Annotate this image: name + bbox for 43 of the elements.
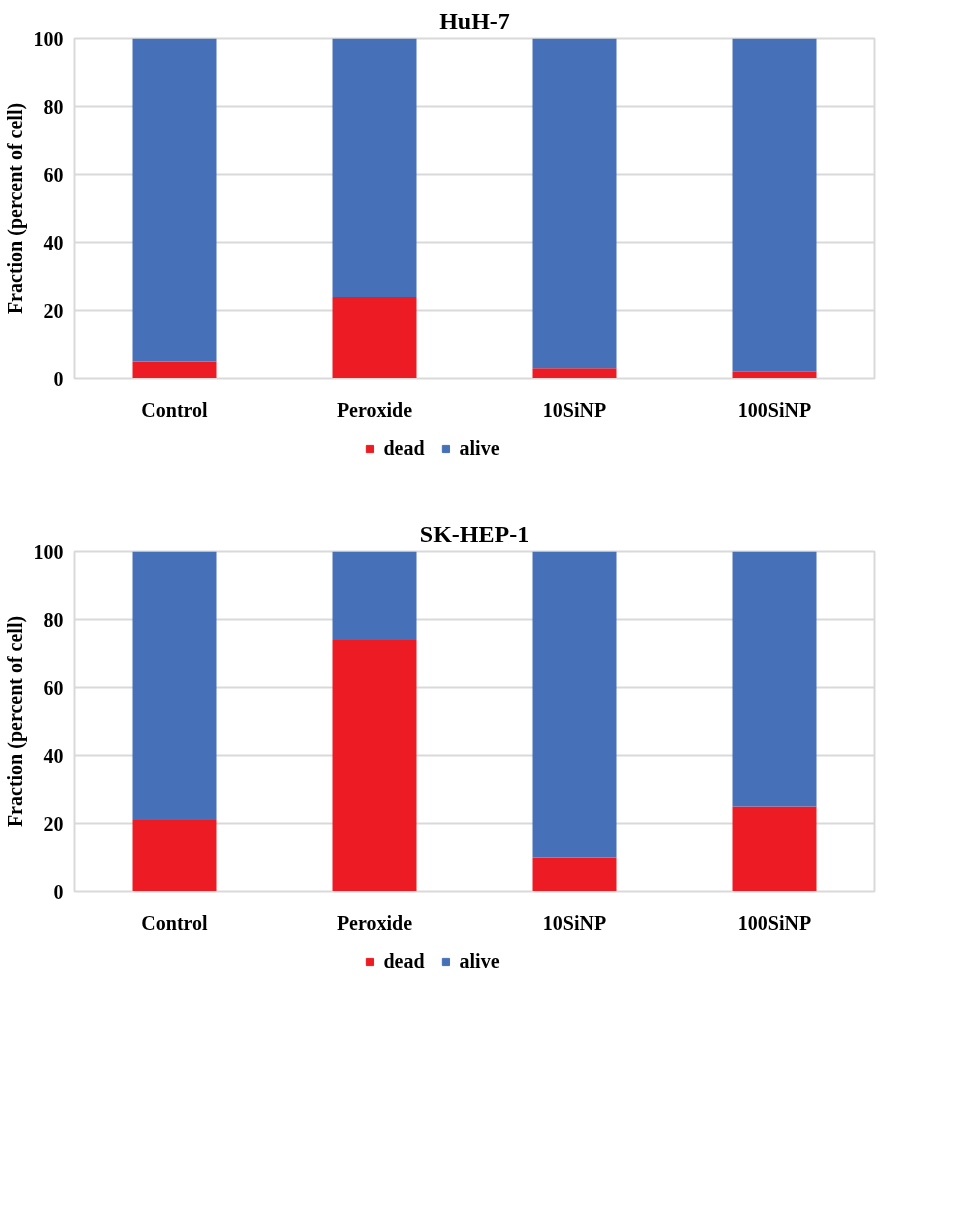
x-tick-label: Peroxide	[336, 911, 413, 934]
chart-title: SK-HEP-1	[419, 520, 530, 547]
chart-title: HuH-7	[439, 7, 510, 34]
y-tick-label: 60	[43, 676, 64, 699]
bar	[532, 38, 617, 369]
y-tick-label: 100	[33, 540, 64, 563]
bar	[532, 551, 617, 858]
bar	[732, 806, 817, 892]
y-tick-label: 0	[53, 880, 64, 903]
bar	[332, 551, 417, 640]
y-tick-label: 40	[43, 231, 64, 254]
x-tick-label: 10SiNP	[542, 911, 607, 934]
legend-label: alive	[459, 436, 500, 460]
x-tick-label: Control	[141, 398, 209, 421]
legend-label: dead	[383, 436, 425, 460]
x-tick-label: 10SiNP	[542, 398, 607, 421]
x-tick-label: 100SiNP	[737, 911, 812, 934]
bar	[332, 296, 417, 379]
bar	[132, 820, 217, 892]
y-tick-label: 0	[53, 367, 64, 390]
bar	[132, 551, 217, 821]
y-tick-label: 20	[43, 812, 64, 835]
legend-label: alive	[459, 949, 500, 973]
bar	[132, 38, 217, 362]
x-tick-label: Control	[141, 911, 209, 934]
bar	[132, 361, 217, 379]
y-tick-label: 100	[33, 27, 64, 50]
y-axis-title: Fraction (percent of cell)	[3, 615, 27, 828]
x-tick-label: Peroxide	[336, 398, 413, 421]
y-tick-label: 80	[43, 95, 64, 118]
bar	[532, 368, 617, 379]
bar	[732, 551, 817, 807]
y-tick-label: 60	[43, 163, 64, 186]
y-tick-label: 80	[43, 608, 64, 631]
y-tick-label: 40	[43, 744, 64, 767]
y-tick-label: 20	[43, 299, 64, 322]
x-tick-label: 100SiNP	[737, 398, 812, 421]
bar	[332, 639, 417, 892]
legend-label: dead	[383, 949, 425, 973]
bar	[332, 38, 417, 297]
bar	[732, 38, 817, 372]
bar	[532, 857, 617, 892]
y-axis-title: Fraction (percent of cell)	[3, 102, 27, 315]
